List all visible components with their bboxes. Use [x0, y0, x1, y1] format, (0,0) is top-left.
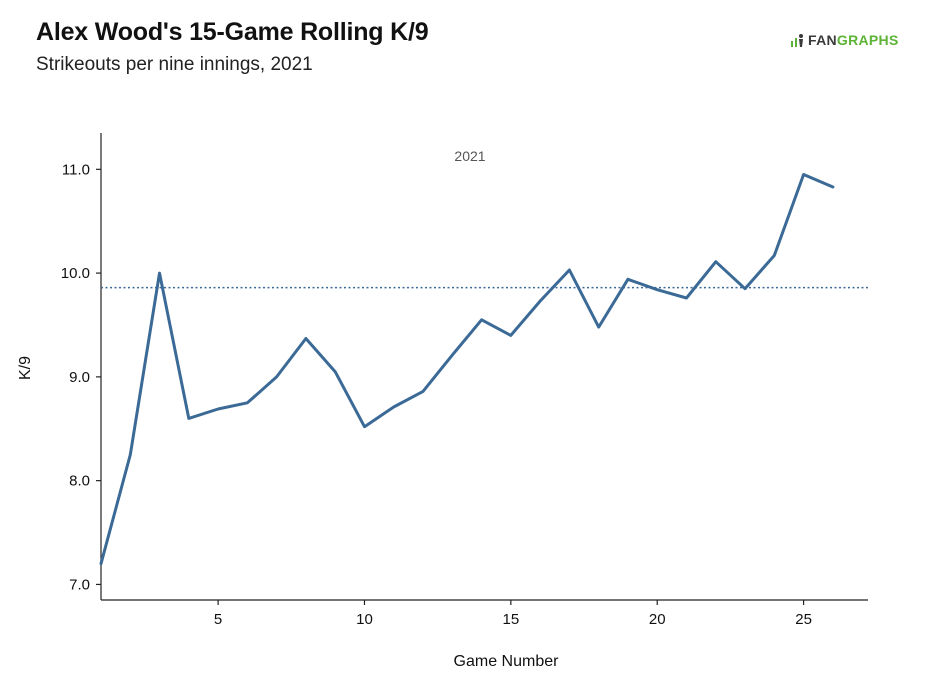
data-point — [217, 408, 220, 411]
series-line-k9 — [99, 173, 835, 566]
data-point — [304, 337, 307, 340]
x-tick-label: 5 — [214, 611, 222, 628]
x-axis-ticks: 5 10 15 20 25 — [214, 600, 812, 628]
chart-title: Alex Wood's 15-Game Rolling K/9 — [36, 18, 429, 46]
data-point — [187, 417, 190, 420]
y-tick-label: 9.0 — [69, 369, 90, 386]
y-tick-label: 8.0 — [69, 473, 90, 490]
logo-text-fan: FAN — [808, 32, 837, 48]
data-point — [246, 401, 249, 404]
data-point — [802, 173, 805, 176]
y-tick-label: 11.0 — [62, 161, 90, 178]
y-tick-label: 10.0 — [61, 265, 90, 282]
y-tick-label: 7.0 — [69, 576, 90, 593]
chart-axes — [100, 133, 868, 601]
data-point — [129, 453, 132, 456]
logo-text-graphs: GRAPHS — [836, 32, 899, 48]
data-point — [422, 390, 425, 393]
data-point — [539, 300, 542, 303]
data-point — [100, 562, 103, 565]
data-point — [568, 268, 571, 271]
data-point — [744, 287, 747, 290]
x-tick-label: 15 — [503, 611, 520, 628]
data-point — [480, 318, 483, 321]
data-point — [158, 272, 161, 275]
data-point — [275, 375, 278, 378]
data-point — [685, 297, 688, 300]
data-point — [334, 370, 337, 373]
season-annotation: 2021 — [454, 148, 485, 164]
y-axis-title: K/9 — [17, 356, 34, 380]
data-point — [773, 254, 776, 257]
data-point — [392, 405, 395, 408]
data-point — [451, 354, 454, 357]
x-tick-label: 10 — [356, 611, 373, 628]
data-point — [626, 278, 629, 281]
data-point — [831, 185, 834, 188]
data-point — [509, 334, 512, 337]
fangraphs-mark-icon — [791, 34, 803, 47]
data-point — [656, 288, 659, 291]
x-tick-label: 25 — [795, 611, 812, 628]
data-point — [714, 260, 717, 263]
series-points — [100, 173, 835, 565]
x-tick-label: 20 — [649, 611, 666, 628]
chart-subtitle: Strikeouts per nine innings, 2021 — [36, 54, 313, 75]
data-point — [597, 326, 600, 329]
x-axis-title: Game Number — [454, 653, 560, 670]
y-axis-ticks: 7.0 8.0 9.0 10.0 11.0 — [61, 161, 101, 593]
fangraphs-logo: FAN GRAPHS — [790, 32, 899, 48]
data-point — [363, 425, 366, 428]
